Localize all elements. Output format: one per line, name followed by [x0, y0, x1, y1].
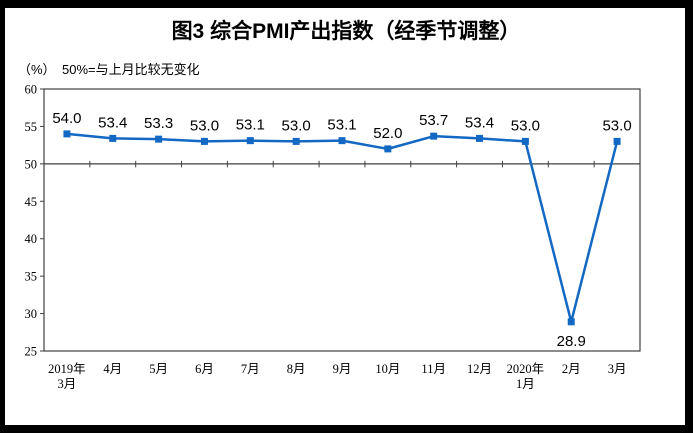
data-value-label: 53.0	[511, 117, 540, 134]
x-category-label: 2020年 1月	[507, 362, 545, 391]
x-category-label: 3月	[608, 362, 627, 376]
data-point-marker	[109, 134, 117, 142]
y-tick-label: 25	[25, 345, 38, 359]
x-category-label: 5月	[149, 362, 168, 376]
y-tick-label: 60	[25, 83, 38, 97]
x-category-label: 7月	[241, 362, 260, 376]
x-category-label: 9月	[333, 362, 352, 376]
x-category-label: 4月	[103, 362, 122, 376]
y-tick-label: 30	[25, 307, 38, 321]
y-tick-label: 40	[25, 232, 38, 246]
data-value-label: 53.0	[602, 117, 631, 134]
data-point-marker	[292, 137, 300, 145]
data-value-label: 53.0	[190, 117, 219, 134]
data-value-label: 53.1	[327, 117, 356, 134]
data-value-label: 53.1	[236, 117, 265, 134]
y-tick-label: 35	[25, 270, 38, 284]
data-value-label: 53.3	[144, 115, 173, 132]
y-tick-label: 45	[25, 195, 38, 209]
x-category-label: 12月	[467, 362, 492, 376]
plot-border	[43, 88, 641, 352]
data-point-marker	[200, 137, 208, 145]
x-category-label: 8月	[287, 362, 306, 376]
data-point-marker	[384, 145, 392, 153]
y-axis-unit-label: （%）	[18, 62, 56, 77]
reference-note: 50%=与上月比较无变化	[62, 62, 200, 77]
data-value-label: 53.0	[282, 117, 311, 134]
data-point-marker	[476, 134, 484, 142]
y-tick-label: 55	[25, 120, 38, 134]
x-category-label: 6月	[195, 362, 214, 376]
data-point-marker	[338, 137, 346, 145]
x-category-label: 2019年 3月	[48, 362, 86, 391]
chart-title: 图3 综合PMI产出指数（经季节调整）	[172, 19, 521, 43]
data-value-label: 53.4	[98, 114, 127, 131]
chart-background	[5, 8, 685, 425]
plot-area: 60 55 50 45 40 35 30 25 2019年 3月 4月 5月 6月 7月 8月 9月 10月 11…	[25, 83, 641, 391]
data-point-marker	[521, 137, 529, 145]
data-point-marker	[63, 130, 71, 138]
data-value-label: 53.4	[465, 114, 494, 131]
data-value-label: 28.9	[557, 333, 586, 350]
x-category-label: 11月	[421, 362, 446, 376]
data-value-label: 54.0	[52, 110, 81, 127]
data-point-marker	[155, 135, 163, 143]
data-point-marker	[430, 132, 438, 140]
data-value-label: 53.7	[419, 112, 448, 129]
data-value-label: 52.0	[373, 125, 402, 142]
y-tick-label: 50	[25, 157, 38, 171]
x-category-label: 2月	[562, 362, 581, 376]
data-point-marker	[613, 137, 621, 145]
data-point-marker	[567, 318, 575, 326]
x-category-label: 10月	[375, 362, 400, 376]
data-point-marker	[246, 137, 254, 145]
